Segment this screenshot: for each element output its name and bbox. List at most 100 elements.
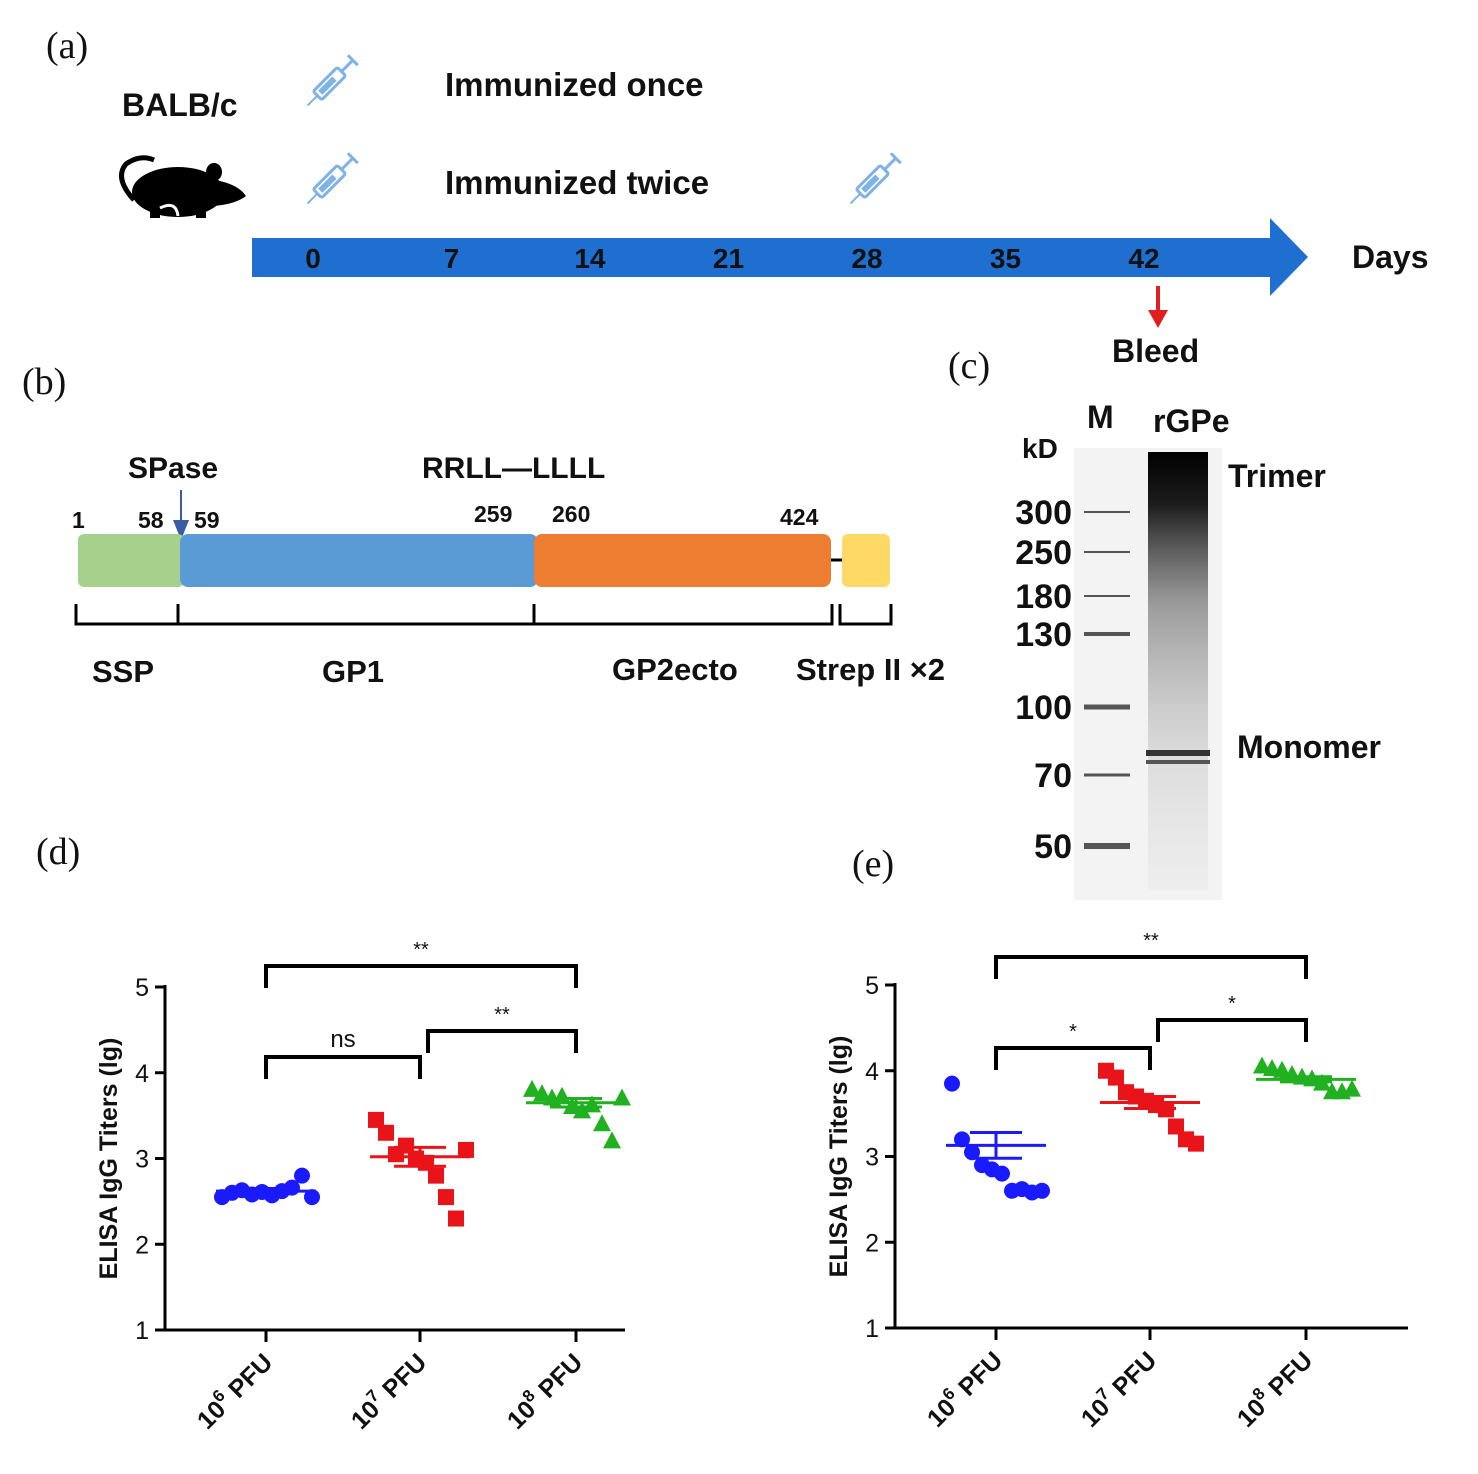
data-point xyxy=(944,1075,960,1092)
data-point xyxy=(378,1124,394,1141)
data-point xyxy=(398,1137,414,1154)
x-tick-label: 106 PFU xyxy=(189,1346,278,1435)
panel-a: (a) BALB/c xyxy=(46,25,1429,369)
significance-label: ** xyxy=(1143,930,1159,952)
panel-b: (b) SPase RRLL—LLLL 1 58 59 259 260 424 … xyxy=(22,361,945,689)
marker-size-label: 250 xyxy=(1015,534,1072,572)
data-point xyxy=(368,1111,384,1128)
x-tick-label: 108 PFU xyxy=(499,1346,588,1435)
data-point xyxy=(294,1167,310,1184)
data-point xyxy=(523,1079,541,1097)
data-point xyxy=(1188,1135,1204,1152)
ladder-band xyxy=(1084,511,1130,513)
y-tick-label: 3 xyxy=(865,1144,879,1172)
syringe-icon xyxy=(306,152,359,205)
data-point xyxy=(613,1088,631,1106)
y-axis-title: ELISA IgG Titers (lg) xyxy=(95,1038,123,1280)
ladder-band xyxy=(1084,773,1130,777)
bleed-label: Bleed xyxy=(1112,333,1199,369)
timeline-tick-label: 42 xyxy=(1128,243,1159,274)
syringe-icon xyxy=(306,54,359,107)
position-label: 259 xyxy=(474,501,512,527)
gp2ecto-label: GP2ecto xyxy=(612,652,738,687)
scatter-chart-e: (e) 1 2 3 4 5 ELISA IgG Titers (lg) 106 PFU 107 … xyxy=(825,843,1408,1433)
timeline-tick-label: 7 xyxy=(444,243,460,274)
data-point xyxy=(1253,1056,1271,1074)
significance-label: ** xyxy=(494,1004,510,1026)
significance-bracket xyxy=(264,964,578,988)
data-point xyxy=(1343,1079,1361,1097)
timeline-tick-label: 28 xyxy=(851,243,882,274)
significance-label: ns xyxy=(330,1026,355,1053)
mouse-icon xyxy=(119,155,246,218)
x-tick-label: 108 PFU xyxy=(1229,1344,1318,1433)
significance-bracket xyxy=(426,1029,578,1053)
timeline-arrow xyxy=(252,218,1308,296)
panel-a-label: (a) xyxy=(46,25,88,67)
y-tick-label: 5 xyxy=(865,972,879,1000)
significance-bracket xyxy=(994,955,1308,979)
panel-label: (d) xyxy=(36,831,80,873)
syringe-icon xyxy=(849,152,902,205)
y-tick-label: 1 xyxy=(135,1317,149,1345)
spase-label: SPase xyxy=(128,452,218,485)
significance-label: ** xyxy=(413,939,429,961)
kd-unit-label: kD xyxy=(1022,433,1058,464)
timeline-tick-label: 14 xyxy=(574,243,606,274)
gp1-label: GP1 xyxy=(322,654,384,689)
significance-bracket xyxy=(994,1046,1152,1070)
marker-size-label: 130 xyxy=(1015,616,1072,654)
data-point xyxy=(964,1144,980,1161)
bleed-arrow-icon xyxy=(1148,286,1168,328)
data-point xyxy=(1168,1118,1184,1135)
days-axis-label: Days xyxy=(1352,239,1429,275)
y-tick-label: 2 xyxy=(135,1231,149,1259)
position-label: 58 xyxy=(138,507,164,533)
data-point xyxy=(438,1189,454,1206)
strep-tag-domain xyxy=(842,534,890,587)
data-point xyxy=(533,1084,551,1102)
lane-label-sample: rGPe xyxy=(1153,403,1229,439)
significance-label: * xyxy=(1228,993,1236,1015)
ladder-band xyxy=(1084,551,1130,553)
timeline-tick-label: 0 xyxy=(305,243,321,274)
significance-bracket xyxy=(264,1055,422,1079)
data-point xyxy=(573,1101,591,1119)
marker-size-label: 50 xyxy=(1034,828,1072,866)
y-tick-label: 4 xyxy=(135,1060,149,1088)
data-point xyxy=(428,1167,444,1184)
ssp-domain xyxy=(78,534,184,587)
monomer-band xyxy=(1146,760,1210,764)
x-tick-label: 107 PFU xyxy=(1073,1344,1162,1433)
significance-bracket xyxy=(1156,1018,1308,1042)
y-tick-label: 3 xyxy=(135,1146,149,1174)
panel-label: (e) xyxy=(852,843,894,885)
marker-size-label: 300 xyxy=(1015,494,1072,532)
monomer-label: Monomer xyxy=(1237,729,1381,765)
data-point xyxy=(458,1141,474,1158)
data-point xyxy=(1273,1060,1291,1078)
data-point xyxy=(553,1086,571,1104)
motif-label: RRLL—LLLL xyxy=(422,452,605,485)
x-tick-label: 107 PFU xyxy=(343,1346,432,1435)
marker-size-label: 70 xyxy=(1034,757,1072,795)
y-tick-label: 2 xyxy=(865,1229,879,1257)
lane-label-marker: M xyxy=(1087,399,1114,435)
panel-b-label: (b) xyxy=(22,361,66,403)
marker-size-label: 100 xyxy=(1015,689,1072,727)
data-point xyxy=(304,1189,320,1206)
strep-label: Strep II ×2 xyxy=(796,652,945,687)
y-axis-title: ELISA IgG Titers (lg) xyxy=(825,1036,853,1278)
timeline-tick-label: 35 xyxy=(990,243,1021,274)
ladder-band xyxy=(1084,843,1130,849)
gp1-domain xyxy=(180,534,538,587)
data-point xyxy=(603,1131,621,1149)
ladder-band xyxy=(1084,704,1130,710)
x-tick-label: 106 PFU xyxy=(919,1344,1008,1433)
y-tick-label: 1 xyxy=(865,1315,879,1343)
domain-brackets xyxy=(74,604,893,626)
immunized-once-label: Immunized once xyxy=(445,66,704,103)
